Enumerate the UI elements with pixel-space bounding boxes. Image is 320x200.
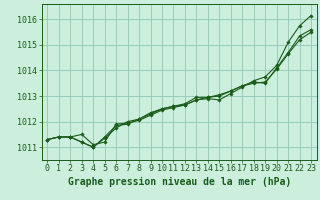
X-axis label: Graphe pression niveau de la mer (hPa): Graphe pression niveau de la mer (hPa)	[68, 177, 291, 187]
